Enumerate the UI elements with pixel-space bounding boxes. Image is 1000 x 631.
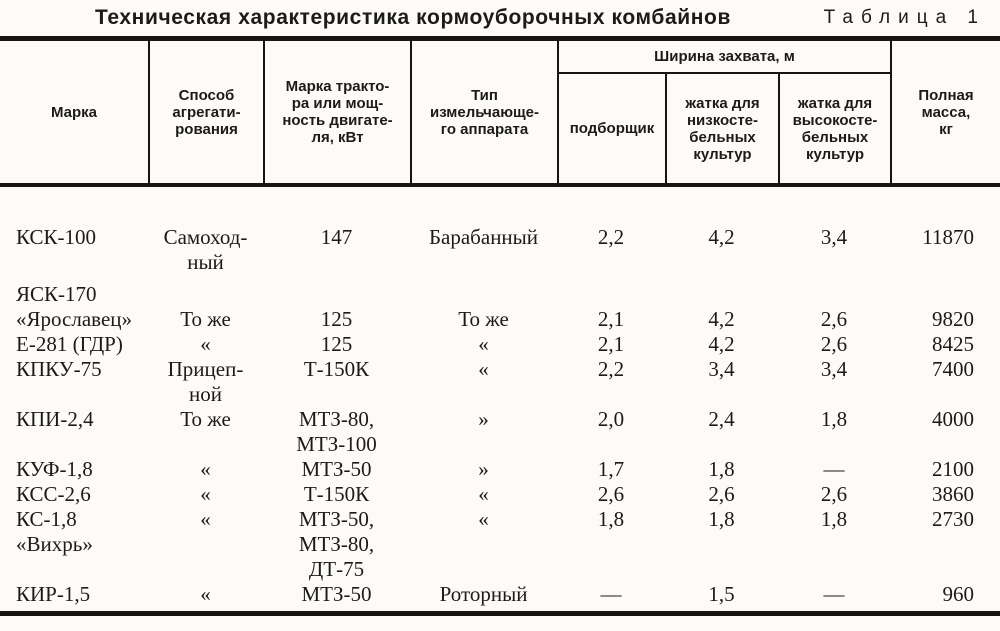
table-cell: 1,7	[597, 457, 625, 481]
table-cell: 4,2	[708, 225, 735, 249]
table-cell: КСС-2,6	[16, 482, 91, 506]
table-cell: 2,2	[597, 357, 625, 381]
table-cell: Е-281 (ГДР)	[16, 332, 123, 356]
header-group-shirina: Ширина захвата, м	[557, 41, 890, 74]
table-cell: КУФ-1,8	[16, 457, 93, 481]
table-cell: 125	[320, 332, 353, 356]
table-cell: 2,6	[708, 482, 735, 506]
header-cell-traktor: Марка тракто- ра или мощ- ность двигате-…	[263, 41, 410, 183]
table-row: КСК-100 Самоход- ный 147 Барабанный 2,2 …	[0, 225, 1000, 275]
table-cell: То же	[180, 307, 231, 331]
table-cell: 1,8	[708, 507, 735, 531]
table-cell: «	[478, 357, 489, 381]
header-cell-massa: Полная масса, кг	[890, 41, 1000, 183]
table-cell: «	[478, 332, 489, 356]
table-cell: КПКУ-75	[16, 357, 102, 381]
table-body: КСК-100 Самоход- ный 147 Барабанный 2,2 …	[0, 187, 1000, 611]
table-cell: 125	[320, 307, 353, 331]
table-cell: «	[200, 582, 211, 606]
table-row: КИР-1,5 « МТЗ-50 Роторный — 1,5 — 960	[0, 582, 1000, 607]
table-cell: Прицеп- ной	[167, 357, 244, 406]
table-row: КПКУ-75 Прицеп- ной Т-150К « 2,2 3,4 3,4…	[0, 357, 1000, 407]
table-row: КС-1,8 «Вихрь» « МТЗ-50, МТЗ-80, ДТ-75 «…	[0, 507, 1000, 582]
table-row: ЯСК-170 «Ярославец» То же 125 То же 2,1 …	[0, 282, 1000, 332]
table-cell: —	[823, 582, 845, 606]
table-cell: «	[200, 457, 211, 481]
table-cell: —	[823, 457, 845, 481]
table-cell: КИР-1,5	[16, 582, 91, 606]
table-cell: МТЗ-80, МТЗ-100	[296, 407, 377, 456]
header-cell-zhatka-low: жатка для низкосте- бельных культур	[665, 74, 778, 183]
table-row: Е-281 (ГДР) « 125 « 2,1 4,2 2,6 8425	[0, 332, 1000, 357]
bottom-rule	[0, 611, 1000, 616]
header-body-rule	[0, 183, 1000, 187]
table-row: КУФ-1,8 « МТЗ-50 » 1,7 1,8 — 2100	[0, 457, 1000, 482]
table-cell: КПИ-2,4	[16, 407, 94, 431]
table-cell: 7400	[932, 357, 974, 381]
table-cell: 960	[942, 582, 975, 606]
table-cell: «	[478, 482, 489, 506]
table-header: Марка Способ агрегати- рования Марка тра…	[0, 41, 1000, 183]
table-cell: Барабанный	[428, 225, 539, 249]
table-cell: 2,6	[820, 482, 848, 506]
table-cell: Т-150К	[303, 482, 370, 506]
table-cell: 11870	[922, 225, 974, 249]
table-cell: «	[200, 332, 211, 356]
table-cell: 2,4	[708, 407, 735, 431]
table-cell: 1,8	[820, 507, 848, 531]
header-cell-podborshik: подборщик	[557, 74, 665, 183]
table-row: КПИ-2,4 То же МТЗ-80, МТЗ-100 » 2,0 2,4 …	[0, 407, 1000, 457]
table-cell: 2730	[932, 507, 974, 531]
header-cell-marka: Марка	[50, 103, 98, 121]
table-row: КСС-2,6 « Т-150К « 2,6 2,6 2,6 3860	[0, 482, 1000, 507]
header-cell-zhatka-high: жатка для высокосте- бельных культур	[778, 74, 890, 183]
table-cell: 3,4	[820, 225, 848, 249]
table-cell: Самоход- ный	[163, 225, 248, 274]
table-cell: 2,6	[820, 332, 848, 356]
table-number-label: Таблица 1	[823, 7, 986, 28]
table-cell: —	[600, 582, 622, 606]
table-cell: МТЗ-50, МТЗ-80, ДТ-75	[298, 507, 375, 581]
table-cell: 9820	[932, 307, 974, 331]
table-cell: ЯСК-170 «Ярославец»	[16, 282, 133, 331]
title-row: Техническая характеристика кормоуборочны…	[0, 0, 1000, 36]
table-cell: 1,8	[708, 457, 735, 481]
table-cell: 4000	[932, 407, 974, 431]
table-cell: 147	[320, 225, 353, 249]
table-cell: То же	[458, 307, 509, 331]
table-cell: 1,8	[597, 507, 625, 531]
table-cell: КС-1,8 «Вихрь»	[16, 507, 93, 556]
table-cell: МТЗ-50	[301, 457, 372, 481]
table-cell: 1,5	[708, 582, 735, 606]
table-cell: »	[478, 407, 489, 431]
table-cell: 2100	[932, 457, 974, 481]
table-cell: Т-150К	[303, 357, 370, 381]
table-cell: 4,2	[708, 307, 735, 331]
header-cell-tip: Тип измельчающе- го аппарата	[410, 41, 557, 183]
table-cell: «	[200, 507, 211, 531]
table-cell: 2,2	[597, 225, 625, 249]
table-cell: То же	[180, 407, 231, 431]
table-cell: »	[478, 457, 489, 481]
table-cell: 2,1	[597, 307, 625, 331]
table-cell: 3,4	[820, 357, 848, 381]
table-cell: 3,4	[708, 357, 735, 381]
table-cell: 2,1	[597, 332, 625, 356]
table-cell: 2,6	[597, 482, 625, 506]
table-cell: «	[200, 482, 211, 506]
table-cell: 2,0	[597, 407, 625, 431]
header-cell-sposob: Способ агрегати- рования	[148, 41, 263, 183]
table-cell: Роторный	[439, 582, 528, 606]
table-cell: МТЗ-50	[301, 582, 372, 606]
table-cell: КСК-100	[16, 225, 96, 249]
table-cell: 4,2	[708, 332, 735, 356]
table-cell: 2,6	[820, 307, 848, 331]
table-cell: 8425	[932, 332, 974, 356]
table-cell: 1,8	[820, 407, 848, 431]
table-cell: 3860	[932, 482, 974, 506]
document-title: Техническая характеристика кормоуборочны…	[95, 6, 731, 29]
table-cell: «	[478, 507, 489, 531]
top-rule	[0, 36, 1000, 41]
